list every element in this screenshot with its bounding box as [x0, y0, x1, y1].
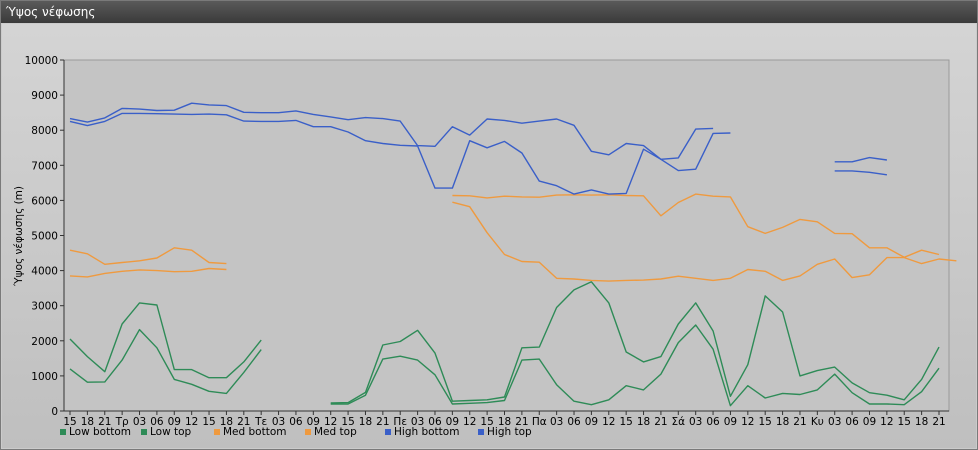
x-tick-label: 03: [133, 416, 146, 428]
x-tick-label: 06: [706, 416, 720, 428]
chart-panel: 0 1000 2000 3000 4000 5000 6000 7000 8000 9000 100…: [2, 24, 976, 448]
x-tick-label: 15: [202, 416, 215, 428]
x-tick-label: 09: [307, 416, 320, 428]
x-tick-label: 12: [602, 416, 615, 428]
x-tick-label: Πα: [532, 416, 547, 428]
x-tick-label: 03: [689, 416, 702, 428]
series-line-high-bottom: [69, 112, 887, 195]
x-tick-label: 06: [150, 416, 164, 428]
x-tick-label: 21: [793, 416, 806, 428]
x-tick-label: 18: [915, 416, 928, 428]
x-tick-label: 06: [845, 416, 859, 428]
x-tick-label: 21: [515, 416, 528, 428]
series-line-low-top: [69, 281, 940, 404]
x-tick-label: 21: [376, 416, 389, 428]
x-tick-label: 15: [480, 416, 493, 428]
y-tick-label: 5000: [31, 231, 58, 243]
y-tick-label: 9000: [31, 90, 58, 102]
y-tick-label: 2000: [31, 336, 58, 348]
y-tick-label: 6000: [31, 195, 58, 207]
x-tick-label: 15: [898, 416, 911, 428]
x-tick-label: Τε: [254, 416, 267, 428]
x-tick-label: 12: [324, 416, 337, 428]
x-tick-label: 12: [463, 416, 476, 428]
legend-label: High bottom: [394, 426, 459, 438]
y-tick-label: 1000: [31, 371, 58, 383]
legend-label: Med top: [314, 426, 357, 438]
legend-swatch: [305, 429, 311, 435]
x-tick-label: 03: [411, 416, 424, 428]
x-tick-label: 15: [619, 416, 632, 428]
x-tick-label: 09: [585, 416, 598, 428]
y-tick-label: 10000: [25, 55, 58, 67]
x-tick-label: 06: [428, 416, 442, 428]
legend-label: Med bottom: [223, 426, 287, 438]
series-line-low-bottom: [69, 324, 940, 407]
y-tick-label: 4000: [31, 266, 58, 278]
y-axis: 0 1000 2000 3000 4000 5000 6000 7000 8000 9000 100…: [25, 55, 65, 418]
x-tick-label: 18: [359, 416, 372, 428]
x-tick-label: 06: [289, 416, 303, 428]
legend-swatch: [478, 429, 484, 435]
x-tick-label: 21: [237, 416, 250, 428]
x-tick-label: 21: [654, 416, 667, 428]
window-title: Ύψος νέφωσης: [6, 5, 96, 19]
x-tick-label: 09: [724, 416, 737, 428]
legend-label: Low bottom: [69, 426, 131, 438]
x-tick-label: 03: [550, 416, 563, 428]
x-tick-label: 18: [637, 416, 650, 428]
x-tick-label: 03: [272, 416, 285, 428]
x-tick-label: 21: [932, 416, 945, 428]
legend-label: Low top: [150, 426, 192, 438]
series-line-med-top: [69, 193, 940, 265]
y-tick-label: 8000: [31, 125, 58, 137]
x-tick-label: 18: [81, 416, 94, 428]
x-tick-label: 06: [567, 416, 581, 428]
series-line-med-bottom: [69, 201, 957, 282]
x-tick-label: 21: [98, 416, 111, 428]
x-tick-label: 03: [828, 416, 841, 428]
x-tick-label: 12: [880, 416, 893, 428]
legend-swatch: [141, 429, 147, 435]
legend-swatch: [60, 429, 66, 435]
series-line-high-top: [69, 102, 887, 163]
x-tick-label: 09: [863, 416, 876, 428]
x-tick-label: Τρ: [115, 416, 129, 428]
x-tick-label: 15: [341, 416, 354, 428]
x-tick-label: 09: [168, 416, 181, 428]
cloud-height-chart: 0 1000 2000 3000 4000 5000 6000 7000 8000 9000 100…: [13, 55, 957, 438]
legend-swatch: [385, 429, 391, 435]
y-axis-title: Ύψος νέφωσης (m): [13, 186, 25, 287]
legend-label: High top: [487, 426, 532, 438]
legend-swatch: [214, 429, 220, 435]
x-axis: 15 18 21 Τρ 03 06 09 12 15 18 21 Τε 03 06 09 12 15 18 21 Πε…: [63, 410, 949, 428]
x-tick-label: 12: [741, 416, 754, 428]
legend: Low bottom Low top Med bottom Med top High b…: [60, 426, 532, 438]
y-tick-label: 7000: [31, 160, 58, 172]
series-lines: [69, 102, 957, 407]
x-tick-label: Πε: [393, 416, 407, 428]
title-bar: Ύψος νέφωσης: [1, 1, 977, 23]
x-tick-label: 15: [759, 416, 772, 428]
plot-area: [63, 59, 950, 412]
x-tick-label: 18: [776, 416, 789, 428]
y-tick-label: 3000: [31, 301, 58, 313]
x-tick-label: 15: [63, 416, 76, 428]
y-tick-label: 0: [51, 406, 58, 418]
x-tick-label: 09: [446, 416, 459, 428]
x-tick-label: 18: [220, 416, 233, 428]
x-tick-label: Κυ: [811, 416, 824, 428]
x-tick-label: 12: [185, 416, 198, 428]
x-tick-label: 18: [498, 416, 511, 428]
x-tick-label: Σά: [672, 416, 686, 428]
